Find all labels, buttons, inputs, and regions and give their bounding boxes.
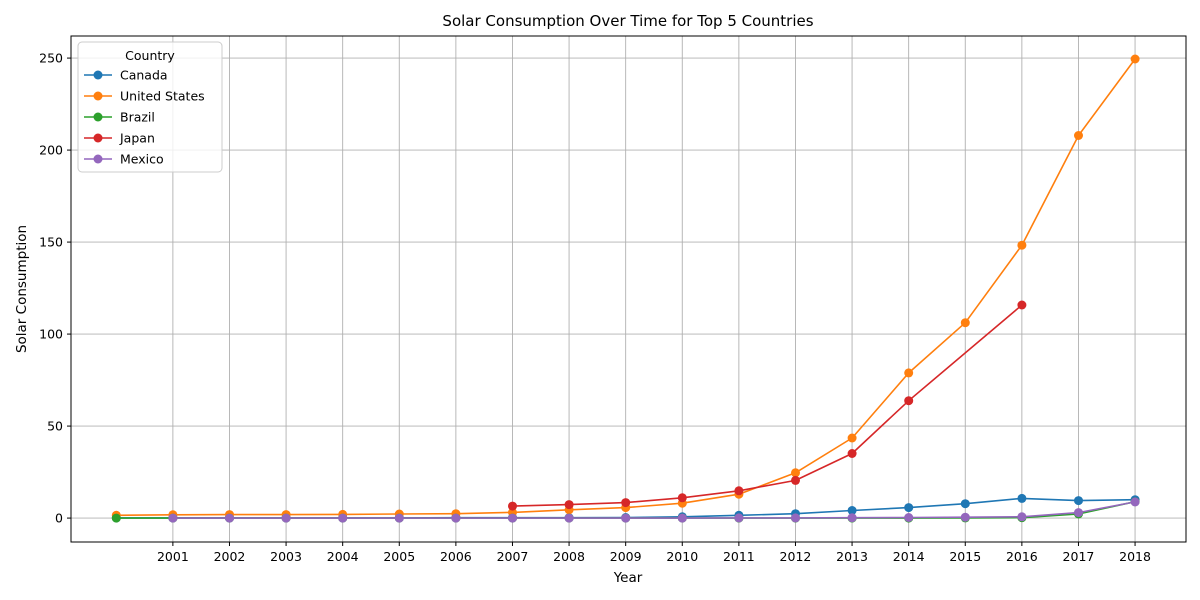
x-tick-label: 2007 bbox=[497, 549, 529, 564]
data-point-brazil bbox=[111, 513, 121, 523]
data-point-japan bbox=[621, 498, 631, 508]
series-line-mexico bbox=[172, 501, 1136, 519]
data-point-mexico bbox=[677, 513, 687, 523]
data-point-mexico bbox=[394, 513, 404, 523]
x-tick-label: 2011 bbox=[723, 549, 755, 564]
chart-title: Solar Consumption Over Time for Top 5 Co… bbox=[442, 12, 813, 30]
data-point-canada bbox=[847, 506, 857, 515]
y-tick-label: 250 bbox=[39, 51, 63, 66]
x-axis: 2001 2002 2003 2004 2005 2006 2007 2008 2009 2010… bbox=[157, 542, 1151, 564]
legend-item-japan: Japan bbox=[84, 131, 155, 146]
data-point-united-states bbox=[1074, 131, 1083, 140]
data-point-japan bbox=[734, 486, 744, 496]
y-axis-title: Solar Consumption bbox=[14, 225, 30, 353]
data-point-canada bbox=[1017, 493, 1027, 503]
x-tick-label: 2018 bbox=[1119, 549, 1151, 564]
series-mexico bbox=[168, 497, 1140, 523]
x-tick-label: 2012 bbox=[780, 549, 812, 564]
y-tick-label: 200 bbox=[39, 143, 63, 158]
y-tick-label: 100 bbox=[39, 327, 63, 342]
legend-label-united-states: United States bbox=[120, 89, 205, 104]
series-japan bbox=[508, 300, 1027, 511]
y-tick-label: 50 bbox=[47, 419, 63, 434]
legend-marker-canada bbox=[93, 70, 103, 80]
legend-box bbox=[77, 41, 223, 173]
legend-marker-brazil bbox=[93, 112, 103, 122]
data-point-japan bbox=[508, 501, 517, 511]
data-point-canada bbox=[904, 503, 914, 513]
x-tick-label: 2006 bbox=[440, 549, 472, 564]
legend-item-brazil: Brazil bbox=[84, 110, 155, 125]
legend-label-japan: Japan bbox=[119, 131, 155, 146]
legend-marker-united-states bbox=[93, 91, 103, 101]
data-point-united-states bbox=[904, 368, 914, 378]
x-axis-title: Year bbox=[613, 570, 643, 586]
data-point-japan bbox=[1017, 300, 1027, 310]
data-point-japan bbox=[847, 449, 857, 458]
legend-label-canada: Canada bbox=[120, 68, 168, 83]
data-point-japan bbox=[677, 493, 687, 503]
series-group bbox=[111, 54, 1140, 523]
x-tick-label: 2005 bbox=[383, 549, 415, 564]
x-tick-label: 2016 bbox=[1006, 549, 1038, 564]
legend-item-united-states: United States bbox=[84, 89, 205, 104]
data-point-mexico bbox=[621, 513, 631, 523]
data-point-canada bbox=[960, 499, 970, 509]
legend-item-canada: Canada bbox=[84, 68, 168, 83]
x-tick-label: 2014 bbox=[893, 549, 925, 564]
data-point-mexico bbox=[734, 513, 744, 523]
data-point-mexico bbox=[338, 513, 348, 523]
plot-frame bbox=[70, 35, 1187, 543]
x-tick-label: 2009 bbox=[610, 549, 642, 564]
data-point-mexico bbox=[1074, 508, 1083, 518]
x-tick-label: 2013 bbox=[836, 549, 868, 564]
data-point-mexico bbox=[281, 513, 291, 523]
legend-title: Country bbox=[125, 48, 175, 63]
data-point-japan bbox=[791, 475, 800, 485]
y-tick-label: 0 bbox=[55, 511, 63, 526]
legend-item-mexico: Mexico bbox=[84, 152, 164, 167]
data-point-mexico bbox=[508, 513, 517, 523]
data-point-united-states bbox=[847, 433, 857, 443]
data-point-united-states bbox=[1017, 240, 1027, 250]
data-point-mexico bbox=[960, 512, 970, 522]
x-tick-label: 2010 bbox=[666, 549, 698, 564]
legend-marker-mexico bbox=[93, 154, 103, 164]
data-point-mexico bbox=[1130, 497, 1140, 507]
x-tick-label: 2004 bbox=[327, 549, 359, 564]
data-point-japan bbox=[564, 500, 574, 510]
data-point-mexico bbox=[225, 513, 234, 523]
x-tick-label: 2008 bbox=[553, 549, 585, 564]
legend-label-mexico: Mexico bbox=[120, 152, 164, 167]
data-point-mexico bbox=[791, 513, 800, 523]
data-point-united-states bbox=[960, 318, 970, 328]
x-tick-label: 2003 bbox=[270, 549, 302, 564]
x-tick-label: 2002 bbox=[214, 549, 246, 564]
data-point-united-states bbox=[1130, 54, 1140, 64]
x-tick-label: 2001 bbox=[157, 549, 189, 564]
legend: Country Canada United States Brazil Japan Me… bbox=[77, 41, 223, 173]
x-tick-label: 2017 bbox=[1063, 549, 1095, 564]
data-point-mexico bbox=[451, 513, 461, 523]
legend-marker-japan bbox=[93, 133, 103, 143]
data-point-united-states bbox=[791, 468, 800, 478]
data-point-mexico bbox=[1017, 512, 1027, 522]
legend-label-brazil: Brazil bbox=[120, 110, 155, 125]
data-point-japan bbox=[904, 396, 914, 406]
data-point-mexico bbox=[904, 513, 914, 522]
y-tick-label: 150 bbox=[39, 235, 63, 250]
data-point-mexico bbox=[847, 513, 857, 523]
data-point-mexico bbox=[168, 513, 178, 523]
y-axis: 0 50 100 150 200 250 bbox=[39, 51, 71, 526]
data-point-canada bbox=[1074, 496, 1083, 506]
x-tick-label: 2015 bbox=[949, 549, 981, 564]
data-point-mexico bbox=[564, 513, 574, 523]
